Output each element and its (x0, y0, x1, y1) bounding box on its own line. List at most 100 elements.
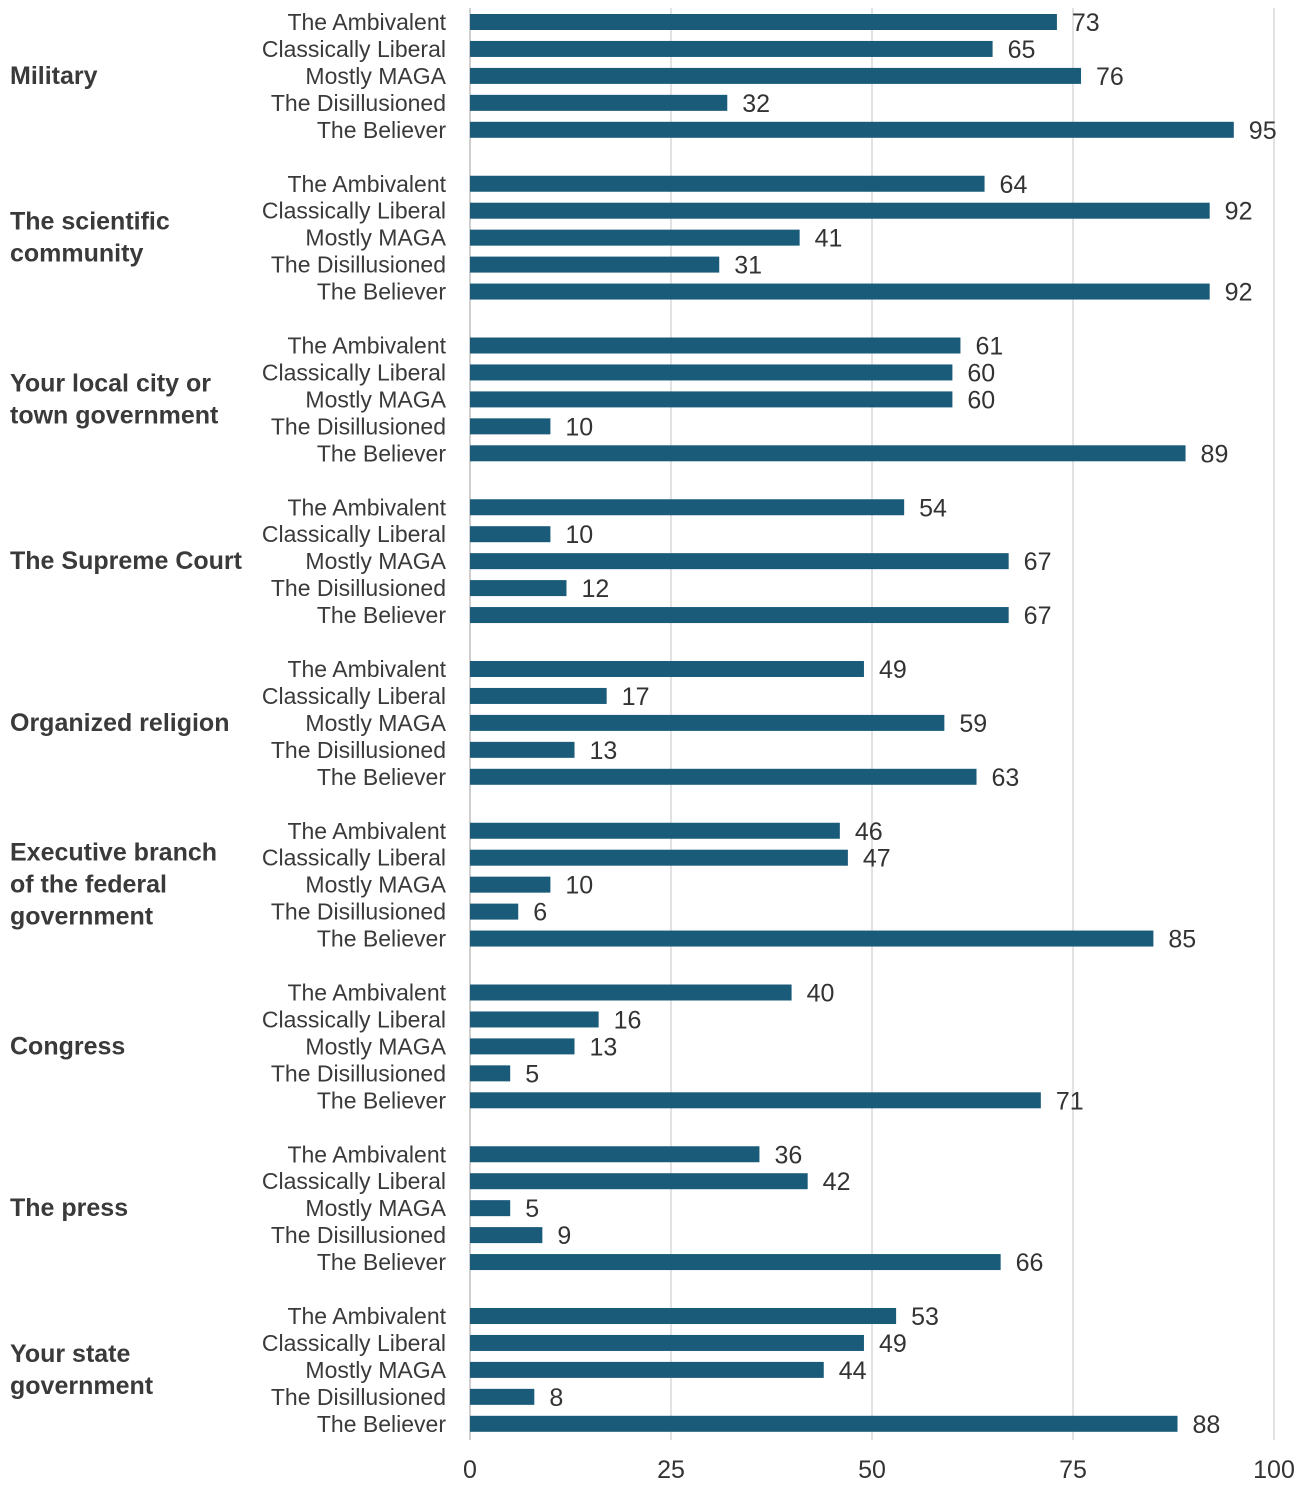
bar (470, 391, 953, 408)
x-tick-label: 50 (858, 1456, 886, 1484)
data-label: 42 (823, 1168, 851, 1196)
data-label: 13 (590, 737, 618, 765)
data-label: 36 (774, 1141, 802, 1169)
bar (470, 930, 1154, 947)
data-label: 63 (992, 764, 1020, 792)
data-label: 10 (565, 413, 593, 441)
data-label: 61 (975, 333, 1003, 361)
bar (470, 256, 720, 273)
group-label: The scientific community (10, 208, 170, 268)
data-label: 9 (557, 1222, 571, 1250)
segment-label: The Believer (317, 279, 446, 305)
segment-label: Mostly MAGA (305, 1195, 446, 1221)
segment-label: Mostly MAGA (305, 225, 446, 251)
data-label: 32 (742, 90, 770, 118)
data-label: 76 (1096, 63, 1124, 91)
segment-label: Classically Liberal (262, 1006, 446, 1032)
x-tick-label: 25 (657, 1456, 685, 1484)
bar (470, 175, 985, 192)
bar (470, 337, 961, 354)
segment-label: The Believer (317, 1249, 446, 1275)
data-label: 49 (879, 1330, 907, 1358)
segment-label: The Believer (317, 764, 446, 790)
segment-label: The Believer (317, 926, 446, 952)
data-label: 67 (1024, 602, 1052, 630)
bar (470, 67, 1082, 84)
group-label: The press (10, 1194, 128, 1222)
bar (470, 1388, 535, 1405)
bar (470, 1092, 1041, 1109)
segment-label: Classically Liberal (262, 198, 446, 224)
data-label: 5 (525, 1195, 539, 1223)
segment-label: The Ambivalent (287, 1303, 446, 1329)
data-label: 60 (967, 386, 995, 414)
data-label: 13 (590, 1033, 618, 1061)
segment-label: The Disillusioned (271, 413, 446, 439)
bar (470, 283, 1210, 300)
segment-label: The Disillusioned (271, 737, 446, 763)
segment-label: The Disillusioned (271, 575, 446, 601)
segment-label: Classically Liberal (262, 1168, 446, 1194)
bar (470, 202, 1210, 219)
group-label: Your local city or town government (10, 369, 219, 429)
bar (470, 1173, 808, 1190)
segment-label: The Disillusioned (271, 1222, 446, 1248)
segment-label: Mostly MAGA (305, 548, 446, 574)
segment-label: Classically Liberal (262, 36, 446, 62)
group-label: Congress (10, 1032, 125, 1060)
segment-label: The Ambivalent (287, 1141, 446, 1167)
segment-label: The Ambivalent (287, 494, 446, 520)
bar (470, 553, 1009, 570)
bar (470, 1308, 897, 1324)
bar (470, 229, 800, 246)
data-label: 54 (919, 494, 947, 522)
segment-label: The Believer (317, 1411, 446, 1437)
segment-label: The Disillusioned (271, 1384, 446, 1410)
segment-label: The Disillusioned (271, 252, 446, 278)
data-label: 6 (533, 899, 547, 927)
group-label: Your state government (10, 1340, 154, 1400)
data-label: 17 (622, 683, 650, 711)
bars: 7365763295649241319261606010895410671267… (470, 9, 1277, 1439)
data-label: 60 (967, 359, 995, 387)
segment-label: The Believer (317, 602, 446, 628)
data-label: 8 (549, 1384, 563, 1412)
group-label: Executive branch of the federal government (10, 839, 217, 931)
group-label: Organized religion (10, 709, 229, 737)
group-label: The Supreme Court (10, 547, 243, 575)
bar (470, 94, 728, 111)
data-label: 10 (565, 521, 593, 549)
bar (470, 714, 945, 731)
bar (470, 607, 1009, 624)
segment-label: Mostly MAGA (305, 1357, 446, 1383)
bar (470, 445, 1186, 462)
bar (470, 741, 575, 758)
data-label: 40 (807, 980, 835, 1008)
bar (470, 984, 792, 1001)
segment-label: Mostly MAGA (305, 1033, 446, 1059)
data-label: 67 (1024, 548, 1052, 576)
data-label: 16 (614, 1006, 642, 1034)
bar (470, 580, 567, 597)
data-label: 66 (1016, 1249, 1044, 1277)
data-label: 5 (525, 1060, 539, 1088)
data-label: 31 (734, 252, 762, 280)
group-label: Military (10, 62, 98, 90)
segment-label: Classically Liberal (262, 521, 446, 547)
segment-label: Classically Liberal (262, 359, 446, 385)
bar (470, 876, 551, 893)
data-label: 92 (1225, 279, 1253, 307)
bar (470, 499, 905, 516)
bar (470, 1227, 543, 1244)
data-label: 71 (1056, 1087, 1084, 1115)
data-label: 65 (1008, 36, 1036, 64)
data-label: 12 (581, 575, 609, 603)
bar (470, 526, 551, 543)
bar (470, 661, 864, 677)
bar (470, 364, 953, 381)
segment-label: The Ambivalent (287, 818, 446, 844)
bar (470, 418, 551, 435)
segment-label: The Ambivalent (287, 333, 446, 359)
